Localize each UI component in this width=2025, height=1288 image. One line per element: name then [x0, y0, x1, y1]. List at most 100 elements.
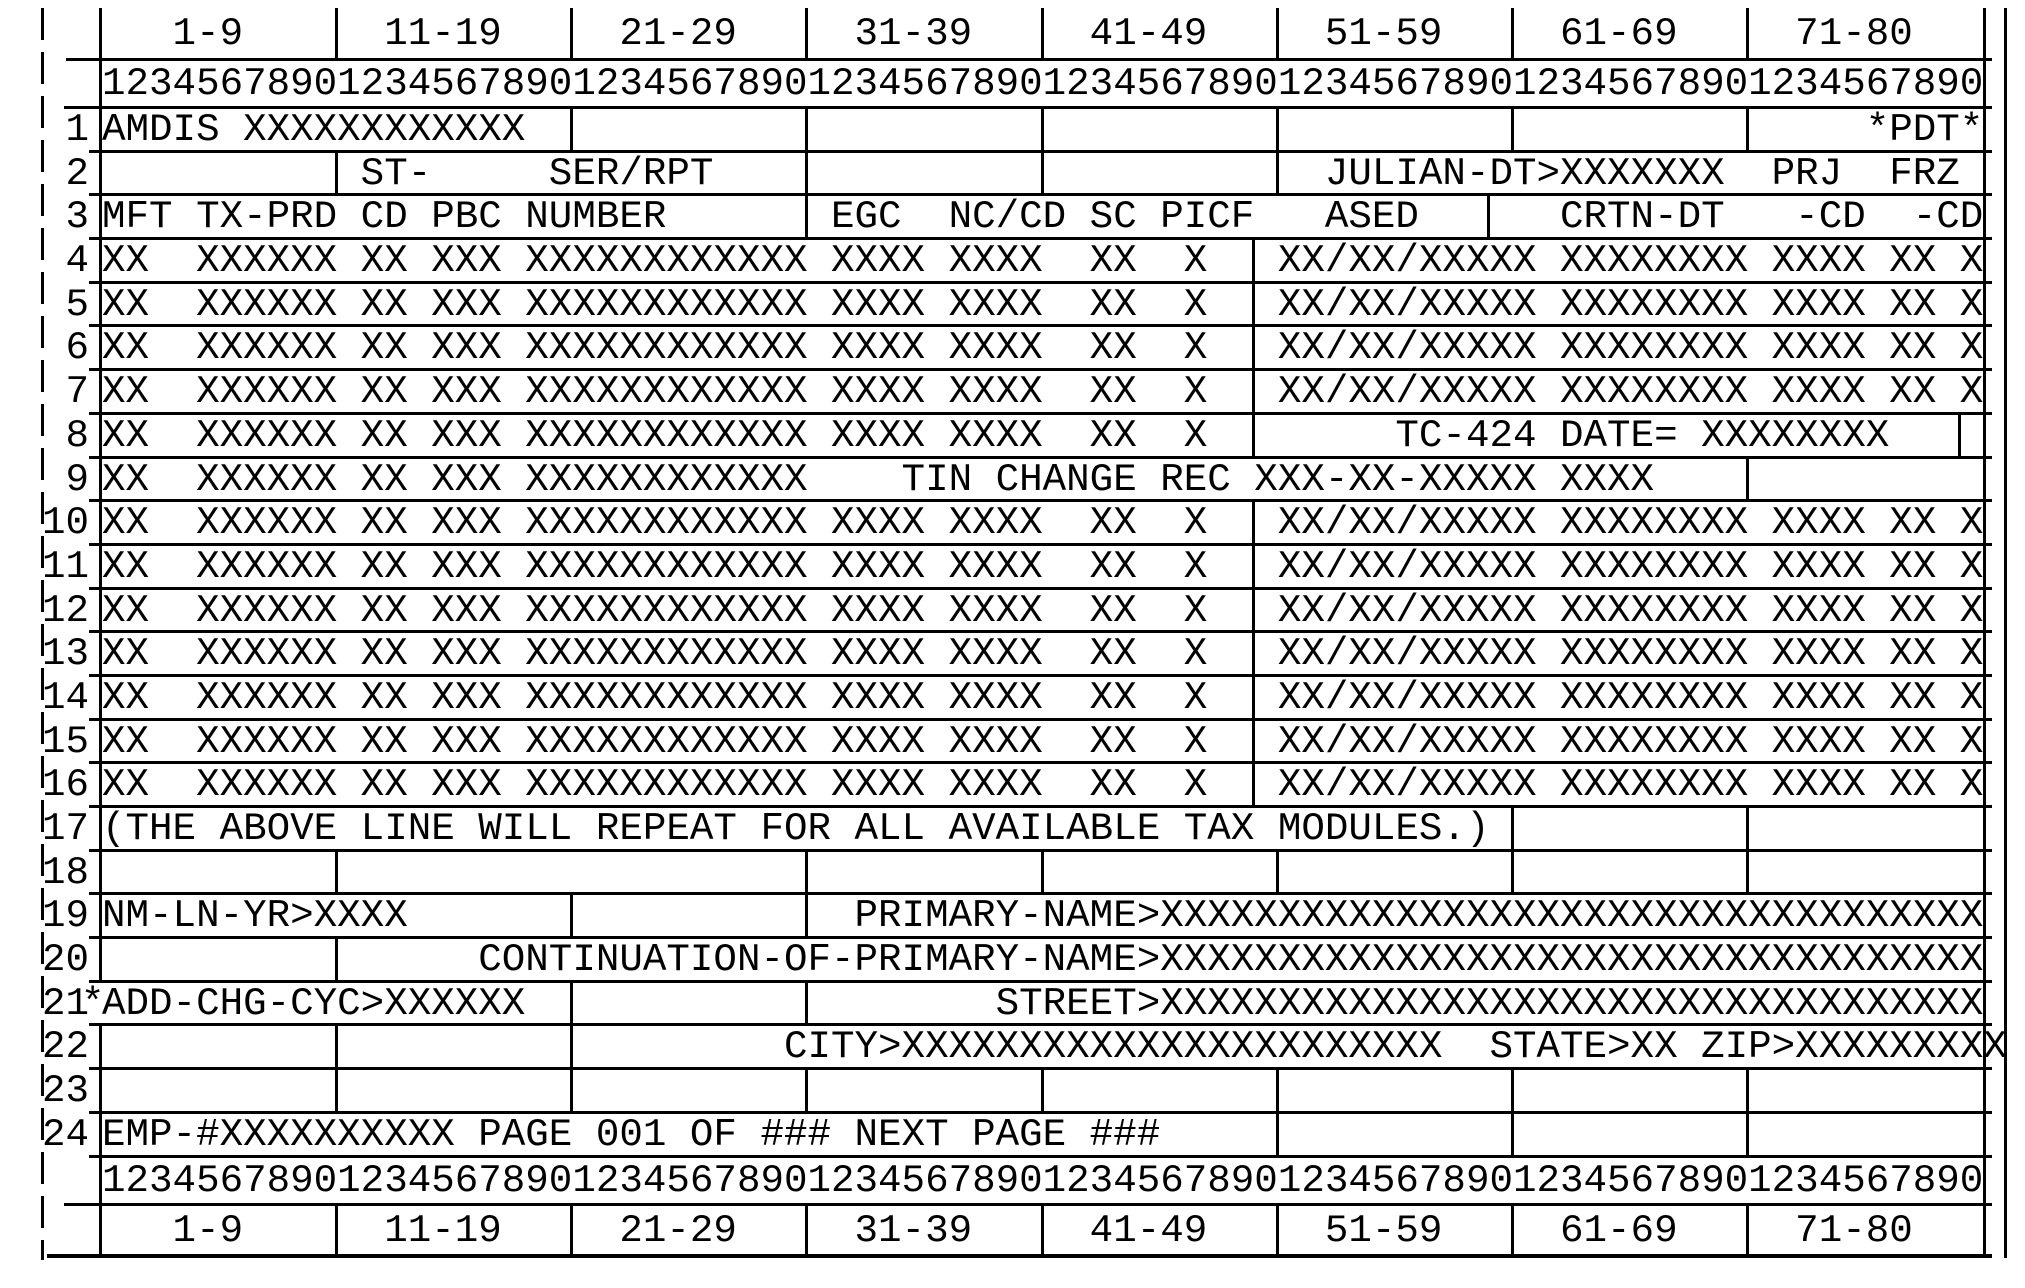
screen-row-1: 1 AMDIS XXXXXXXXXXXX *PDT*	[0, 107, 2025, 153]
grid-line	[1275, 1112, 1279, 1157]
row-content: AMDIS XXXXXXXXXXXX *PDT*	[99, 108, 1987, 152]
grid-line	[1746, 1112, 1750, 1157]
screen-row-9: 9 XX XXXXXX XX XXX XXXXXXXXXXXX TIN CHANG…	[0, 456, 2025, 502]
row-number: 22	[41, 1024, 89, 1070]
row-content: XX XXXXXX XX XXX XXXXXXXXXXXX TIN CHANGE…	[99, 456, 1987, 502]
grid-line	[1040, 151, 1044, 196]
screen-row-17: 17 (THE ABOVE LINE WILL REPEAT FOR ALL AV…	[0, 807, 2025, 852]
ruler-row: 1234567890123456789012345678901234567890…	[0, 60, 2025, 109]
row-number: 18	[41, 849, 89, 895]
row-text: XX XXXXXX XX XXX XXXXXXXXXXXX XXXX XXXX …	[102, 500, 1984, 546]
row-text: XX XXXXXX XX XXX XXXXXXXXXXXX XXXX XXXX …	[102, 631, 1984, 677]
grid-line	[570, 1069, 574, 1113]
grid-line	[1510, 1112, 1514, 1157]
grid-line	[805, 108, 809, 152]
row-number: 6	[65, 325, 89, 371]
grid-line	[1746, 108, 1750, 152]
grid-line	[1252, 413, 1256, 458]
ranges-row: 1-9 11-19 21-29 31-39 41-49 51-59 61-69 …	[0, 1204, 2025, 1258]
grid-line	[805, 894, 809, 939]
grid-line	[1957, 413, 1961, 458]
row-number: 5	[65, 281, 89, 327]
grid-line	[1252, 544, 1256, 589]
row-content: EMP-#XXXXXXXXXX PAGE 001 OF ### NEXT PAG…	[99, 1112, 1987, 1157]
row-content	[99, 1069, 1987, 1113]
row-text: XX XXXXXX XX XXX XXXXXXXXXXXX TIN CHANGE…	[102, 456, 1984, 502]
row-text: 1234567890123456789012345678901234567890…	[102, 1157, 1984, 1203]
screen-row-11: 11 XX XXXXXX XX XXX XXXXXXXXXXXX XXXX XXX…	[0, 543, 2025, 590]
screen-row-8: 8 XX XXXXXX XX XXX XXXXXXXXXXXX XXXX XXXX…	[0, 412, 2025, 459]
row-number: 2	[65, 150, 89, 196]
grid-line	[1252, 763, 1256, 807]
row-content: XX XXXXXX XX XXX XXXXXXXXXXXX XXXX XXXX …	[99, 587, 1987, 633]
screen-row-18: 18	[0, 849, 2025, 896]
grid-line	[335, 1069, 339, 1113]
row-content: 1234567890123456789012345678901234567890…	[99, 60, 1987, 108]
grid-line	[1275, 8, 1279, 60]
row-text: CITY>XXXXXXXXXXXXXXXXXXXXXXX STATE>XX ZI…	[102, 1024, 2007, 1070]
row-number: 24	[41, 1111, 89, 1157]
row-number: 12	[41, 587, 89, 633]
grid-line	[805, 195, 809, 240]
grid-line	[1275, 1069, 1279, 1113]
grid-line	[1487, 195, 1491, 240]
row-number: 14	[41, 674, 89, 720]
screen-row-14: 14 XX XXXXXX XX XXX XXXXXXXXXXXX XXXX XXX…	[0, 674, 2025, 721]
grid-line	[1746, 1204, 1750, 1257]
grid-line	[1746, 807, 1750, 851]
row-number	[0, 8, 99, 60]
row-text: XX XXXXXX XX XXX XXXXXXXXXXXX XXXX XXXX …	[102, 587, 1984, 633]
grid-line	[1040, 1069, 1044, 1113]
screen-row-23: 23	[0, 1069, 2025, 1114]
grid-line	[1252, 326, 1256, 371]
grid-line	[1252, 501, 1256, 545]
grid-line	[1275, 850, 1279, 895]
ranges-row: 1-9 11-19 21-29 31-39 41-49 51-59 61-69 …	[0, 8, 2025, 61]
left-dashed-rule	[41, 8, 44, 1260]
row-content: CITY>XXXXXXXXXXXXXXXXXXXXXXX STATE>XX ZI…	[99, 1024, 2007, 1070]
grid-line	[1252, 719, 1256, 764]
row-content: NM-LN-YR>XXXX PRIMARY-NAME>XXXXXXXXXXXXX…	[99, 894, 1987, 939]
row-text: XX XXXXXX XX XXX XXXXXXXXXXXX XXXX XXXX …	[102, 543, 1984, 589]
grid-line	[805, 850, 809, 895]
grid-line	[1040, 108, 1044, 152]
row-text: XX XXXXXX XX XXX XXXXXXXXXXXX XXXX XXXX …	[102, 369, 1984, 415]
screen-row-10: 10 XX XXXXXX XX XXX XXXXXXXXXXXX XXXX XXX…	[0, 500, 2025, 546]
row-text: XX XXXXXX XX XXX XXXXXXXXXXXX XXXX XXXX …	[102, 674, 1984, 720]
ruler-row: 1234567890123456789012345678901234567890…	[0, 1156, 2025, 1206]
row-content: XX XXXXXX XX XXX XXXXXXXXXXXX XXXX XXXX …	[99, 674, 1987, 720]
row-text: ADD-CHG-CYC>XXXXXX STREET>XXXXXXXXXXXXXX…	[102, 980, 1984, 1026]
row-content: ST- SER/RPT JULIAN-DT>XXXXXXX PRJ FRZ	[99, 151, 1987, 196]
grid-line	[1252, 239, 1256, 283]
row-number: 1	[65, 107, 89, 152]
row-number: 4	[65, 238, 89, 284]
grid-line	[335, 151, 339, 196]
grid-line	[1275, 151, 1279, 196]
add-chg-cyc-asterisk: *	[80, 980, 105, 1026]
row-content: XX XXXXXX XX XXX XXXXXXXXXXXX XXXX XXXX …	[99, 631, 1987, 677]
grid-line	[570, 8, 574, 60]
screen-row-4: 4 XX XXXXXX XX XXX XXXXXXXXXXXX XXXX XXXX…	[0, 238, 2025, 284]
grid-line	[1275, 108, 1279, 152]
grid-line	[570, 1204, 574, 1257]
row-number: 15	[41, 718, 89, 764]
row-content: XX XXXXXX XX XXX XXXXXXXXXXXX XXXX XXXX …	[99, 500, 1987, 546]
grid-line	[805, 981, 809, 1026]
screen-row-16: 16 XX XXXXXX XX XXX XXXXXXXXXXXX XXXX XXX…	[0, 763, 2025, 808]
screen-row-3: 3 MFT TX-PRD CD PBC NUMBER EGC NC/CD SC P…	[0, 194, 2025, 240]
screen-row-21: 21 * ADD-CHG-CYC>XXXXXX STREET>XXXXXXXXXXX…	[0, 980, 2025, 1027]
grid-line	[570, 1025, 574, 1070]
grid-line	[570, 894, 574, 939]
grid-line	[570, 108, 574, 152]
row-number: 13	[41, 631, 89, 677]
row-text: XX XXXXXX XX XXX XXXXXXXXXXXX XXXX XXXX …	[102, 412, 1984, 458]
row-content: 1-9 11-19 21-29 31-39 41-49 51-59 61-69 …	[99, 8, 1987, 60]
grid-line	[805, 151, 809, 196]
grid-line	[335, 8, 339, 60]
row-content: (THE ABOVE LINE WILL REPEAT FOR ALL AVAI…	[99, 807, 1987, 851]
row-content: 1-9 11-19 21-29 31-39 41-49 51-59 61-69 …	[99, 1204, 1987, 1257]
grid-line	[335, 1204, 339, 1257]
row-text: MFT TX-PRD CD PBC NUMBER EGC NC/CD SC PI…	[102, 194, 1984, 240]
grid-line	[1510, 850, 1514, 895]
row-content: MFT TX-PRD CD PBC NUMBER EGC NC/CD SC PI…	[99, 194, 1987, 240]
